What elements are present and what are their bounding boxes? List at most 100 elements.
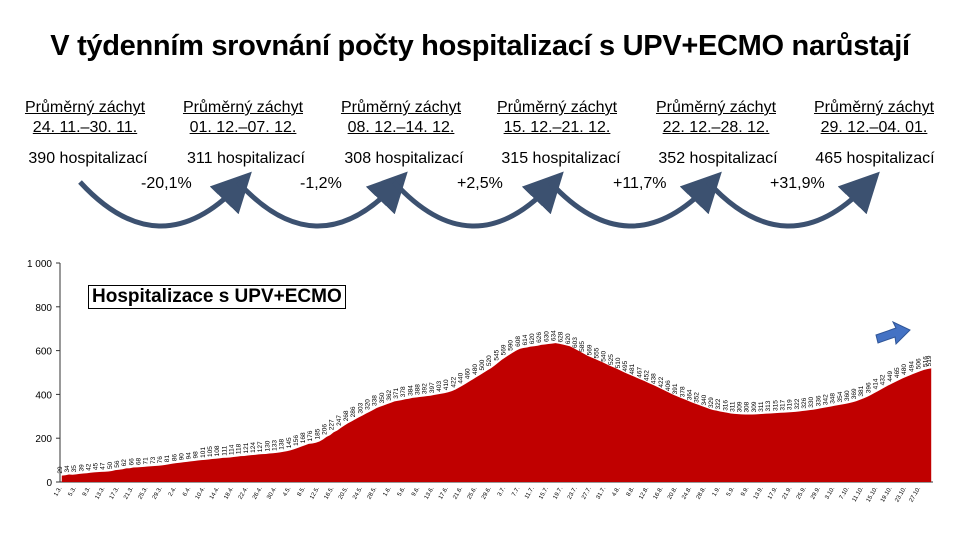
data-label: 590 xyxy=(508,340,515,351)
x-tick-label: 21.6. xyxy=(452,486,464,501)
data-label: 397 xyxy=(429,382,436,393)
data-label: 480 xyxy=(472,364,479,375)
data-label: 317 xyxy=(780,399,787,410)
data-label: 634 xyxy=(551,330,558,341)
x-tick-label: 13.3. xyxy=(95,486,107,501)
period-count-4: 315 hospitalizací xyxy=(501,150,621,167)
data-label: 364 xyxy=(686,389,693,400)
x-tick-label: 24.8. xyxy=(681,486,693,501)
data-label: 354 xyxy=(837,391,844,402)
data-label: 319 xyxy=(787,399,794,410)
period-label-line1: Průměrný záchyt xyxy=(655,99,777,116)
x-tick-label: 29.6. xyxy=(481,486,493,501)
data-label: 114 xyxy=(229,444,236,455)
trend-up-arrow xyxy=(875,320,911,346)
data-label: 320 xyxy=(364,399,371,410)
x-tick-label: 26.4. xyxy=(252,486,264,501)
data-label: 118 xyxy=(236,443,243,454)
chart-title: Hospitalizace s UPV+ECMO xyxy=(88,285,346,309)
data-label: 124 xyxy=(250,442,257,453)
data-label: 342 xyxy=(822,394,829,405)
data-label: 121 xyxy=(243,442,250,453)
data-label: 73 xyxy=(150,456,157,464)
y-tick-label: 400 xyxy=(35,390,52,401)
data-label: 620 xyxy=(565,333,572,344)
x-tick-label: 1.3. xyxy=(53,486,63,498)
change-badge-3: +2,5% xyxy=(457,175,503,192)
x-tick-label: 28.5. xyxy=(366,486,378,501)
x-tick-label: 7.10. xyxy=(839,486,851,501)
period-label-line2: 22. 12.–28. 12. xyxy=(662,119,770,136)
data-label: 108 xyxy=(214,445,221,456)
data-label: 101 xyxy=(200,447,207,458)
data-label: 480 xyxy=(901,364,908,375)
data-label: 555 xyxy=(593,347,600,358)
data-label: 481 xyxy=(629,363,636,374)
period-count-2: 311 hospitalizací xyxy=(187,150,305,167)
data-label: 540 xyxy=(601,351,608,362)
x-tick-label: 22.4. xyxy=(238,486,250,501)
data-label: 414 xyxy=(873,378,880,389)
data-label: 29 xyxy=(57,466,64,474)
x-tick-label: 4.5. xyxy=(282,486,292,498)
data-label: 628 xyxy=(558,331,565,342)
data-label: 340 xyxy=(701,394,708,405)
period-label-line2: 24. 11.–30. 11. xyxy=(32,119,138,136)
x-tick-label: 27.7. xyxy=(581,486,593,501)
x-tick-label: 9.9. xyxy=(740,486,750,498)
data-label: 438 xyxy=(651,373,658,384)
period-label-line1: Průměrný záchyt xyxy=(496,99,618,116)
data-label: 388 xyxy=(415,384,422,395)
data-label: 286 xyxy=(350,406,357,417)
change-badge-5: +31,9% xyxy=(770,175,825,192)
data-label: 133 xyxy=(271,440,278,451)
data-label: 449 xyxy=(887,370,894,381)
data-label: 545 xyxy=(493,349,500,360)
data-label: 50 xyxy=(107,461,114,469)
data-label: 313 xyxy=(765,400,772,411)
data-label: 392 xyxy=(422,383,429,394)
data-label: 608 xyxy=(515,336,522,347)
x-tick-label: 12.5. xyxy=(309,486,321,501)
data-label: 384 xyxy=(407,385,414,396)
period-label-2: Průměrný záchyt 01. 12.–07. 12. xyxy=(163,98,323,138)
x-tick-label: 4.8. xyxy=(611,486,621,498)
data-label: 206 xyxy=(322,424,329,435)
data-label: 432 xyxy=(880,374,887,385)
data-label: 308 xyxy=(744,401,751,412)
x-tick-label: 29.3. xyxy=(152,486,164,501)
data-label: 168 xyxy=(300,432,307,443)
period-label-line1: Průměrný záchyt xyxy=(340,99,462,116)
data-label: 336 xyxy=(815,395,822,406)
x-tick-label: 12.8. xyxy=(638,486,650,501)
period-count-6: 465 hospitalizací xyxy=(815,150,935,167)
change-arrow-2 xyxy=(236,171,408,229)
data-label: 127 xyxy=(257,441,264,452)
x-tick-label: 13.9. xyxy=(753,486,765,501)
data-label: 81 xyxy=(164,455,171,463)
period-count-5: 352 hospitalizací xyxy=(658,150,778,167)
data-label: 460 xyxy=(465,368,472,379)
data-label: 322 xyxy=(794,398,801,409)
data-label: 309 xyxy=(751,401,758,412)
data-label: 603 xyxy=(572,337,579,348)
x-tick-label: 30.4. xyxy=(266,486,278,501)
data-label: 111 xyxy=(221,445,228,455)
data-label: 185 xyxy=(314,428,321,439)
change-arrow-3 xyxy=(392,171,564,229)
data-label: 86 xyxy=(171,454,178,462)
period-label-line2: 29. 12.–04. 01. xyxy=(820,119,928,136)
data-label: 510 xyxy=(615,357,622,368)
period-label-line1: Průměrný záchyt xyxy=(182,99,304,116)
x-tick-label: 28.8. xyxy=(696,486,708,501)
x-tick-label: 18.4. xyxy=(223,486,235,501)
x-tick-label: 17.3. xyxy=(109,486,121,501)
x-tick-label: 13.6. xyxy=(424,486,436,501)
data-label: 330 xyxy=(808,397,815,408)
data-label: 303 xyxy=(357,402,364,413)
change-arrow-5 xyxy=(706,171,880,229)
data-label: 440 xyxy=(458,372,465,383)
data-label: 410 xyxy=(443,379,450,390)
x-tick-label: 5.9. xyxy=(726,486,736,498)
data-label: 326 xyxy=(801,397,808,408)
